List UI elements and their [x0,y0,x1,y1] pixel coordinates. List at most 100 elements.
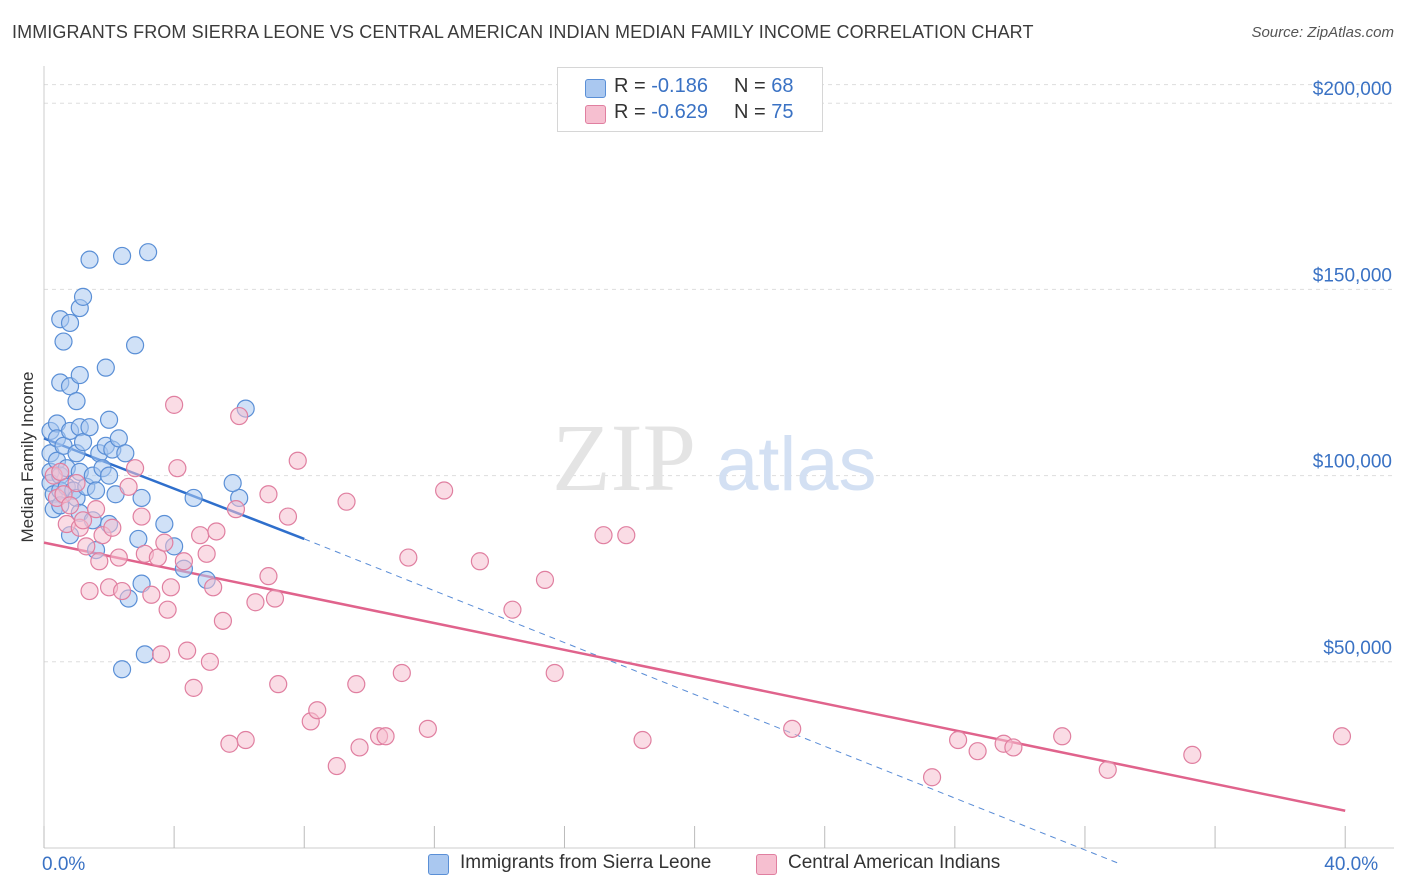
data-point-central-american-indian [226,500,246,519]
axis-labels: $50,000 $100,000 $150,000 $200,000 0.0% 40.0%… [18,79,1392,875]
data-point-central-american-indian [90,552,109,571]
data-point-sierra-leone [60,313,80,333]
data-point-central-american-indian [200,652,220,671]
data-point-sierra-leone [86,481,106,500]
data-point-central-american-indian [269,675,288,694]
data-point-central-american-indian [347,675,366,694]
data-point-central-american-indian [399,548,418,567]
legend-r-value: -0.186 [651,75,708,97]
data-point-central-american-indian [77,537,96,556]
data-point-central-american-indian [1098,760,1117,779]
data-point-central-american-indian [112,581,132,601]
data-point-central-american-indian [337,492,356,511]
data-point-central-american-indian [119,477,138,496]
x-tick-label: 40.0% [1324,854,1378,875]
data-point-central-american-indian [288,451,307,470]
data-point-central-american-indian [204,578,223,597]
data-point-central-american-indian [168,459,187,478]
data-point-central-american-indian [922,768,942,787]
data-point-central-american-indian [327,756,346,776]
data-point-sierra-leone [223,473,242,493]
legend-n-value: 68 [771,75,794,97]
data-point-sierra-leone [129,529,148,549]
data-point-central-american-indian [213,611,233,630]
data-point-central-american-indian [1183,745,1202,765]
data-point-central-american-indian [418,719,437,738]
data-point-central-american-indian [80,581,99,601]
data-point-central-american-indian [148,548,167,567]
data-point-sierra-leone [73,433,93,452]
data-point-sierra-leone [70,365,89,385]
data-point-sierra-leone [99,466,119,485]
data-point-central-american-indian [259,485,278,504]
trend-line-sierra-leone-extension [304,538,1118,864]
data-point-sierra-leone [99,410,119,429]
data-point-central-american-indian [617,526,636,545]
data-point-central-american-indian [60,496,80,515]
watermark-atlas: atlas [716,422,877,507]
trend-lines [43,437,1346,864]
data-point-sierra-leone [184,488,203,508]
y-tick-label: $50,000 [1323,638,1392,659]
x-tick-label: 0.0% [42,854,85,875]
stats-legend: R = -0.186 N = 68 R = -0.629 N = 75 [557,67,823,132]
data-point-sierra-leone [155,514,174,534]
legend-swatch-blue [585,79,606,98]
data-point-central-american-indian [73,511,93,530]
data-point-sierra-leone [67,392,86,411]
data-point-central-american-indian [503,600,522,619]
data-point-central-american-indian [594,526,613,545]
data-point-sierra-leone [132,488,151,508]
y-axis-label: Median Family Income [18,371,37,542]
data-point-central-american-indian [1004,738,1023,757]
data-point-sierra-leone [54,332,73,351]
legend-n-label: N = [734,75,766,97]
legend-r-value: -0.629 [651,101,708,123]
data-point-sierra-leone [135,645,154,664]
data-point-sierra-leone [112,660,132,679]
data-point-central-american-indian [535,570,555,589]
chart-title: IMMIGRANTS FROM SIERRA LEONE VS CENTRAL … [12,22,1034,42]
bottom-legend-central-american-indians: Central American Indians [756,852,1000,875]
data-point-central-american-indian [246,593,265,612]
data-point-central-american-indian [278,507,298,526]
data-point-central-american-indian [545,663,564,683]
axes [43,66,1394,849]
trend-line-sierra-leone [43,437,305,541]
data-point-central-american-indian [191,526,210,545]
data-point-central-american-indian [155,533,174,552]
legend-r-label: R = [614,101,646,123]
data-point-central-american-indian [132,507,151,526]
data-point-central-american-indian [178,641,197,660]
data-point-sierra-leone [80,418,99,437]
data-point-central-american-indian [470,552,490,571]
data-point-central-american-indian [125,459,145,478]
data-point-central-american-indian [109,548,128,567]
data-point-central-american-indian [392,663,411,683]
legend-n-label: N = [734,101,766,123]
data-point-sierra-leone [116,444,135,463]
data-point-sierra-leone [73,287,93,306]
data-point-central-american-indian [236,730,255,750]
data-point-central-american-indian [1053,727,1072,746]
y-tick-label: $200,000 [1313,79,1392,100]
data-point-central-american-indian [207,522,226,541]
data-point-central-american-indian [435,481,454,500]
data-point-central-american-indian [230,406,249,426]
data-point-central-american-indian [67,473,86,493]
data-point-central-american-indian [86,500,106,519]
trend-line-central-american-indians [43,541,1346,812]
data-point-central-american-indian [174,552,193,571]
data-point-central-american-indian [51,462,70,481]
data-point-central-american-indian [259,567,278,586]
data-point-sierra-leone [80,250,99,269]
data-point-central-american-indian [265,589,285,608]
bottom-legend-label: Immigrants from Sierra Leone [460,852,712,873]
data-point-central-american-indian [350,738,369,757]
bottom-legend-sierra-leone: Immigrants from Sierra Leone [428,852,712,875]
bottom-legend-swatch-pink [756,854,777,875]
watermark-zip: ZIP [552,404,696,511]
y-tick-label: $100,000 [1313,452,1392,473]
data-point-central-american-indian [633,730,652,750]
